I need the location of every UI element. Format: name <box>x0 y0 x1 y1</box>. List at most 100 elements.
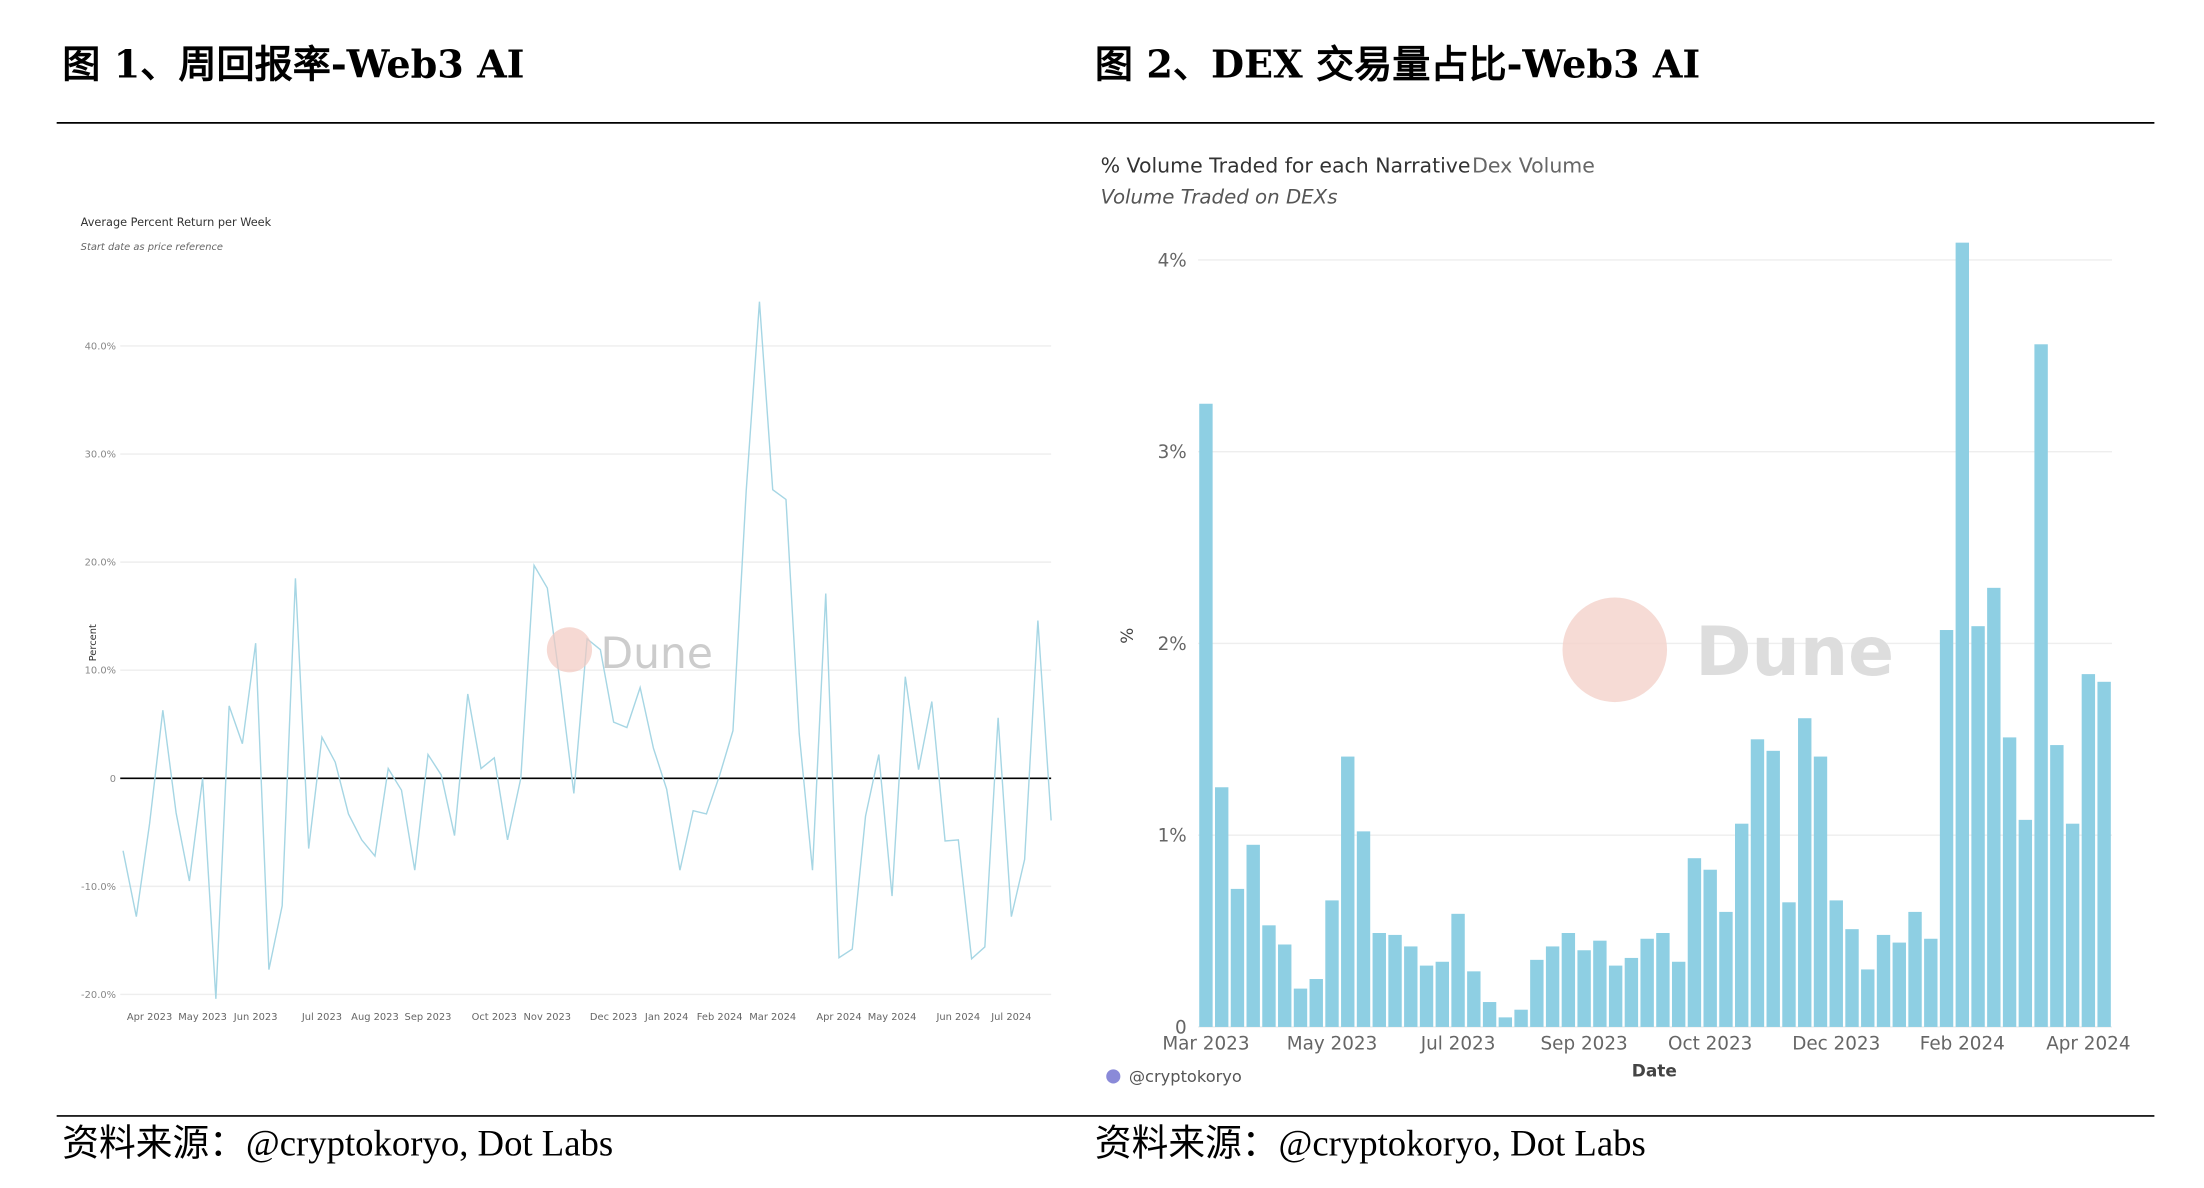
bar <box>1356 831 1371 1027</box>
y-tick-label: 40.0% <box>85 341 116 352</box>
chart-title: Average Percent Return per Week <box>81 216 272 229</box>
bar <box>1325 900 1339 1027</box>
bar <box>1813 756 1828 1027</box>
bar <box>1703 869 1717 1027</box>
bar <box>1214 787 1229 1027</box>
x-tick-label: May 2023 <box>178 1012 227 1023</box>
y-tick-label: 0 <box>110 774 116 785</box>
x-tick-label: Sep 2023 <box>405 1012 452 1023</box>
bar <box>1309 979 1323 1027</box>
watermark: Dune <box>1695 612 1894 691</box>
bar <box>1608 965 1623 1027</box>
bar <box>1640 938 1654 1027</box>
bar <box>1719 911 1733 1027</box>
bar <box>1829 900 1843 1027</box>
bar <box>1624 957 1639 1027</box>
watermark-logo <box>546 627 593 673</box>
source-note: 资料来源：@cryptokoryo, Dot Labs <box>62 1123 613 1164</box>
bar <box>1498 1017 1513 1027</box>
watermark-logo <box>1562 597 1668 703</box>
bar <box>1372 933 1386 1027</box>
bar <box>1451 913 1465 1027</box>
x-tick-label: Jul 2024 <box>990 1012 1031 1023</box>
x-tick-label: Feb 2024 <box>1920 1034 2005 1055</box>
bar <box>1262 925 1276 1027</box>
bar <box>1388 934 1402 1027</box>
credit: @cryptokoryo <box>1129 1067 1242 1086</box>
x-tick-label: Jul 2023 <box>1420 1034 1496 1055</box>
bar <box>1735 823 1749 1027</box>
x-axis-label: Date <box>1632 1060 1677 1080</box>
bar <box>1750 739 1765 1027</box>
x-tick-label: Aug 2023 <box>351 1012 399 1023</box>
x-tick-label: May 2024 <box>868 1012 917 1023</box>
bar <box>2081 674 2096 1027</box>
chart-subtitle: Volume Traded on DEXs <box>1101 185 1338 208</box>
bar <box>2034 344 2048 1027</box>
bar <box>1955 242 1970 1027</box>
bar <box>1782 902 1796 1027</box>
x-tick-label: Apr 2024 <box>816 1012 861 1023</box>
x-tick-label: Jun 2023 <box>233 1012 278 1023</box>
x-tick-label: Jun 2024 <box>935 1012 980 1023</box>
y-tick-label: -10.0% <box>81 882 116 893</box>
bar <box>1671 961 1686 1027</box>
y-tick-label: 1% <box>1158 826 1187 847</box>
bar <box>1435 961 1450 1027</box>
figure-caption: 图 1、周回报率-Web3 AI <box>62 42 524 87</box>
x-tick-label: Mar 2023 <box>1162 1034 1249 1055</box>
bar <box>2018 819 2033 1027</box>
bar <box>1924 938 1938 1027</box>
bar <box>1987 587 2001 1027</box>
bar <box>2097 681 2111 1027</box>
x-tick-label: Jul 2023 <box>301 1012 342 1023</box>
bar <box>1845 929 1859 1027</box>
bar <box>1876 934 1891 1027</box>
y-tick-label: 0 <box>1175 1017 1187 1038</box>
bar <box>1577 950 1591 1027</box>
bar <box>1908 911 1922 1027</box>
x-tick-label: Nov 2023 <box>524 1012 572 1023</box>
chart-subtitle: Start date as price reference <box>81 242 223 253</box>
x-tick-label: Jan 2024 <box>644 1012 689 1023</box>
y-tick-label: 2% <box>1158 634 1187 655</box>
x-tick-label: Sep 2023 <box>1541 1034 1628 1055</box>
y-axis-label: Percent <box>88 624 99 661</box>
bar <box>1293 988 1308 1027</box>
y-axis-label: % <box>1117 628 1137 644</box>
bar <box>1199 403 1213 1027</box>
y-tick-label: 3% <box>1158 442 1187 463</box>
bar <box>1656 933 1670 1027</box>
x-tick-label: Mar 2024 <box>749 1012 796 1023</box>
figure-caption: 图 2、DEX 交易量占比-Web3 AI <box>1095 42 1700 87</box>
bar <box>1530 959 1544 1027</box>
bar <box>1278 944 1292 1027</box>
x-tick-label: May 2023 <box>1287 1034 1378 1055</box>
y-tick-label: 30.0% <box>85 450 116 461</box>
bar <box>1514 1009 1528 1027</box>
bar <box>1892 942 1906 1027</box>
x-tick-label: Feb 2024 <box>697 1012 743 1023</box>
chart-title: % Volume Traded for each Narrative <box>1101 153 1471 177</box>
bar <box>1404 946 1418 1027</box>
bar <box>1561 933 1576 1027</box>
chart-tab: Dex Volume <box>1472 153 1595 177</box>
bar <box>1419 965 1434 1027</box>
bar <box>1971 626 1985 1027</box>
bar <box>1798 718 1812 1027</box>
bar <box>1939 630 1954 1027</box>
y-tick-label: 10.0% <box>85 666 116 677</box>
watermark: Dune <box>601 629 713 678</box>
x-tick-label: Apr 2023 <box>127 1012 172 1023</box>
bar <box>2050 745 2064 1027</box>
bar <box>1766 750 1780 1027</box>
bar <box>1545 946 1560 1027</box>
bar <box>2002 737 2017 1027</box>
bar <box>1246 844 1260 1027</box>
bar <box>1593 940 1607 1027</box>
x-tick-label: Oct 2023 <box>1668 1034 1752 1055</box>
x-tick-label: Apr 2024 <box>2046 1034 2130 1055</box>
bar <box>1230 888 1245 1027</box>
bar <box>2065 823 2080 1027</box>
